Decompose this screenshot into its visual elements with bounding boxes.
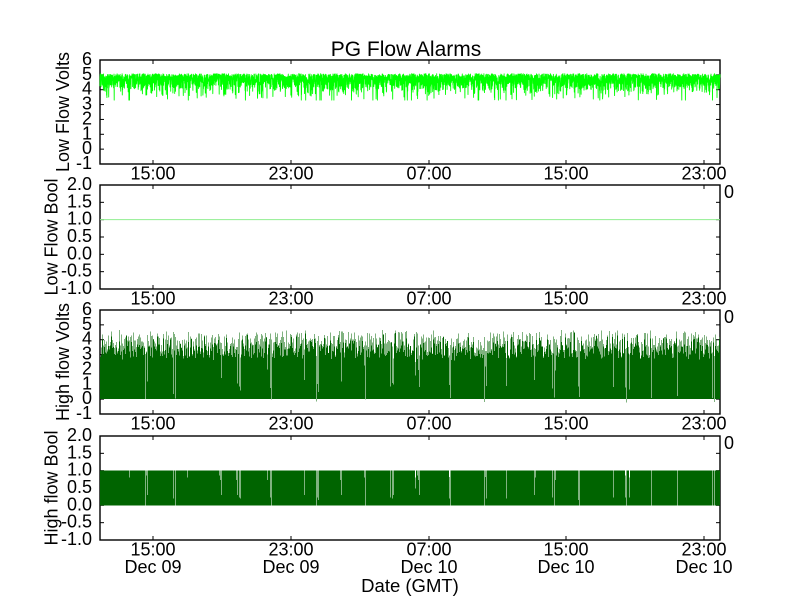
svg-text:1.0: 1.0 [67,209,92,229]
svg-text:1.0: 1.0 [67,460,92,480]
svg-text:0.5: 0.5 [67,477,92,497]
svg-text:23:00: 23:00 [268,164,313,184]
svg-text:6: 6 [82,299,92,319]
svg-text:Dec 09: Dec 09 [124,557,181,577]
svg-text:0: 0 [724,307,734,327]
svg-text:15:00: 15:00 [130,414,175,434]
svg-text:Dec 09: Dec 09 [262,557,319,577]
svg-text:15:00: 15:00 [543,289,588,309]
svg-text:1.5: 1.5 [67,191,92,211]
svg-text:23:00: 23:00 [268,289,313,309]
svg-text:15:00: 15:00 [543,164,588,184]
svg-text:07:00: 07:00 [406,414,451,434]
svg-text:Low Flow Volts: Low Flow Volts [53,52,73,172]
svg-text:23:00: 23:00 [681,414,726,434]
svg-text:-1.0: -1.0 [61,278,92,298]
svg-text:-0.5: -0.5 [61,512,92,532]
svg-text:1.5: 1.5 [67,442,92,462]
svg-text:2.0: 2.0 [67,425,92,445]
svg-text:23:00: 23:00 [681,164,726,184]
svg-text:Dec 10: Dec 10 [675,557,732,577]
svg-text:Date (GMT): Date (GMT) [361,575,459,596]
svg-text:23:00: 23:00 [681,289,726,309]
svg-text:07:00: 07:00 [406,289,451,309]
svg-text:0.5: 0.5 [67,226,92,246]
svg-text:07:00: 07:00 [406,164,451,184]
svg-text:15:00: 15:00 [543,414,588,434]
svg-text:High flow Volts: High flow Volts [53,303,73,421]
svg-text:-1.0: -1.0 [61,529,92,549]
svg-text:Dec 10: Dec 10 [400,557,457,577]
svg-text:0.0: 0.0 [67,243,92,263]
svg-text:Low Flow Bool: Low Flow Bool [42,178,62,295]
svg-text:6: 6 [82,49,92,69]
svg-text:0: 0 [724,433,734,453]
svg-text:0.0: 0.0 [67,494,92,514]
svg-text:-0.5: -0.5 [61,261,92,281]
svg-text:23:00: 23:00 [268,414,313,434]
svg-text:15:00: 15:00 [130,164,175,184]
svg-text:15:00: 15:00 [130,289,175,309]
svg-text:High flow Bool: High flow Bool [42,430,62,545]
svg-text:Dec 10: Dec 10 [537,557,594,577]
svg-text:2.0: 2.0 [67,174,92,194]
svg-text:0: 0 [724,182,734,202]
svg-text:PG Flow Alarms: PG Flow Alarms [331,38,482,61]
